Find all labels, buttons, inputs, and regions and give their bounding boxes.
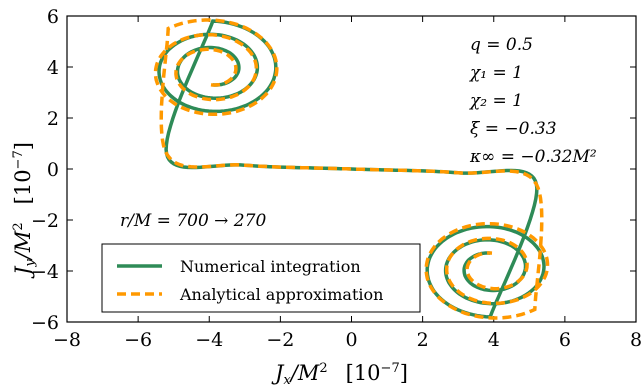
param-xi: ξ = −0.33 (470, 119, 557, 139)
y-tick-label: −2 (31, 210, 59, 232)
x-tick-label: −8 (53, 329, 81, 351)
y-tick-label: −4 (31, 261, 59, 283)
legend-label-numerical: Numerical integration (180, 257, 361, 276)
y-tick-label: 2 (47, 108, 59, 130)
range-annotation: r/M = 700 → 270 (120, 211, 266, 231)
legend-label-analytical: Analytical approximation (179, 285, 383, 304)
param-chi2: χ₂ = 1 (469, 91, 523, 111)
param-q: q = 0.5 (470, 35, 533, 55)
x-tick-label: −4 (195, 329, 223, 351)
series-group (153, 18, 550, 320)
x-tick-label: 0 (345, 329, 357, 351)
x-axis-label: Jx/M2 [10−7] (271, 361, 408, 388)
x-tick-label: 4 (488, 329, 500, 351)
param-kappa: κ∞ = −0.32M² (469, 147, 597, 167)
legend-box (101, 243, 421, 313)
series-analytical-line (153, 18, 550, 320)
x-tick-label: 6 (559, 329, 571, 351)
legend: Numerical integration Analytical approxi… (101, 243, 421, 313)
x-tick-label: −6 (124, 329, 152, 351)
x-tick-label: 2 (417, 329, 429, 351)
y-tick-label: 4 (47, 57, 59, 79)
y-tick-label: 6 (47, 6, 59, 28)
y-tick-label: −6 (31, 312, 59, 334)
x-tick-label: 8 (630, 329, 641, 351)
param-chi1: χ₁ = 1 (469, 63, 523, 83)
y-tick-label: 0 (47, 159, 59, 181)
y-axis-label: Jy/M2[10−7] (11, 142, 38, 279)
x-tick-label: −2 (266, 329, 294, 351)
